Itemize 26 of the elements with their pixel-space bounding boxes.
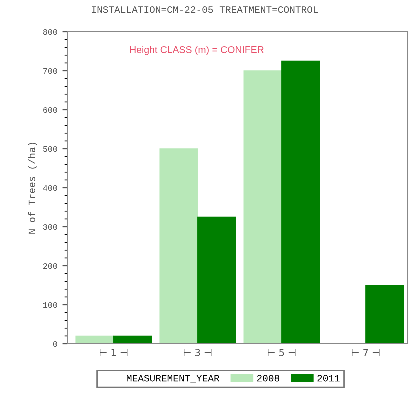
x-tick-label: ⊢ 5 ⊣ <box>268 349 296 356</box>
legend-label: 2011 <box>318 375 340 382</box>
legend-title: MEASUREMENT_YEAR <box>127 375 220 383</box>
x-tick-label: ⊢ 7 ⊣ <box>352 349 380 356</box>
y-tick-label: 800 <box>43 29 58 36</box>
y-axis-title: N of Trees (/ha) <box>28 142 38 234</box>
bar <box>282 60 320 344</box>
chart-title: INSTALLATION=CM-22-05 TREATMENT=CONTROL <box>92 6 318 14</box>
y-tick-label: 500 <box>43 146 58 152</box>
x-tick-label: ⊢ 3 ⊣ <box>184 349 212 356</box>
y-tick-label: 300 <box>43 224 58 230</box>
bar <box>366 285 404 344</box>
y-tick-label: 0 <box>53 341 58 348</box>
y-tick-label: 600 <box>44 107 58 114</box>
bar <box>160 148 198 344</box>
bar <box>76 336 114 344</box>
bar <box>198 216 236 344</box>
y-tick-label: 200 <box>44 263 58 270</box>
x-tick-label: ⊢ 1 ⊣ <box>100 349 128 356</box>
bar <box>114 336 152 344</box>
annotation: Height CLASS (m) = CONIFER <box>130 46 264 56</box>
y-tick-label: 100 <box>44 302 58 308</box>
legend-label: 2008 <box>257 375 280 382</box>
bar <box>244 70 282 344</box>
y-tick-label: 400 <box>43 185 58 192</box>
y-tick-label: 700 <box>44 68 58 74</box>
